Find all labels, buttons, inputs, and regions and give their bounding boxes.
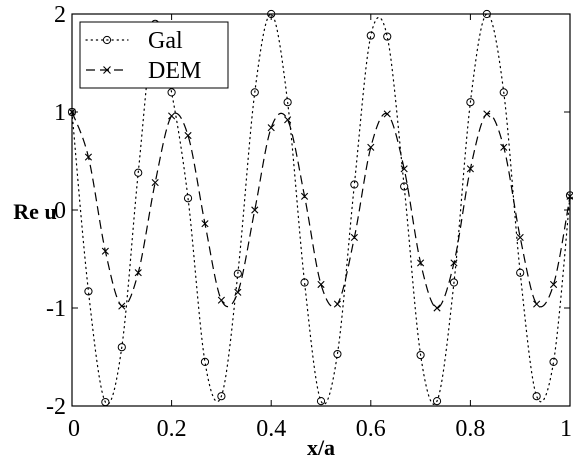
dem-point [433, 304, 441, 312]
gal-point [300, 278, 309, 287]
dem-point [134, 269, 142, 277]
gal-point [516, 268, 525, 277]
y-tick-label: 1 [54, 100, 66, 126]
dem-point [168, 112, 176, 120]
legend-gal-marker [102, 35, 112, 45]
gal-point [400, 182, 409, 191]
x-tick-label: 0.8 [455, 416, 485, 442]
x-tick-label: 1 [560, 416, 572, 442]
legend: Gal DEM [79, 21, 229, 89]
gal-point [134, 168, 143, 177]
gal-point [200, 357, 210, 366]
legend-dem-label: DEM [148, 58, 201, 84]
gal-point [532, 392, 541, 401]
dem-point [466, 165, 474, 173]
gal-point [183, 194, 193, 203]
dem-point [516, 233, 524, 242]
gal-point [84, 287, 93, 296]
dem-point [267, 124, 275, 132]
y-tick-label: -1 [46, 296, 66, 322]
x-tick-label: 0 [68, 416, 80, 442]
dem-point [417, 259, 425, 267]
y-tick-label: 0 [54, 198, 66, 224]
dem-point [367, 143, 375, 151]
gal-point [283, 98, 292, 107]
dem-point [483, 110, 491, 118]
y-axis-title: Re u [13, 199, 56, 224]
x-tick-label: 0.2 [157, 416, 187, 442]
gal-point [466, 98, 475, 107]
dem-point [151, 178, 159, 187]
gal-point [233, 269, 242, 278]
gal-point [416, 350, 425, 360]
dem-point [217, 296, 225, 304]
dem-point [500, 143, 508, 151]
gal-point [449, 278, 459, 287]
gal-point [383, 32, 392, 41]
dem-point [201, 220, 209, 228]
y-tick-label: -2 [46, 394, 66, 420]
dem-point [101, 247, 109, 255]
gal-point [250, 88, 259, 97]
dem-point [234, 288, 242, 296]
series-gal [67, 9, 573, 407]
dem-point [533, 300, 541, 308]
gal-point [499, 88, 508, 97]
dem-point [300, 192, 309, 200]
series-layer [67, 9, 573, 407]
dem-point [450, 259, 458, 267]
dem-point [383, 110, 391, 118]
dem-point [333, 300, 342, 308]
x-tick-label: 0.4 [256, 416, 286, 442]
dem-point [549, 280, 558, 289]
dem-point [350, 233, 358, 242]
dem-point [251, 206, 259, 214]
dem-point [118, 302, 126, 310]
legend-dem-marker [103, 66, 111, 74]
gal-point [350, 180, 359, 189]
ticks-layer [71, 13, 571, 407]
gal-point [333, 349, 342, 359]
dem-point [184, 131, 192, 140]
dem-point [84, 153, 93, 161]
gal-point [366, 31, 375, 40]
gal-point [117, 343, 126, 352]
x-tick-label: 0.6 [356, 416, 386, 442]
dem-point [400, 165, 408, 173]
gal-point [549, 357, 558, 366]
gal-point [432, 397, 442, 406]
gal-point [167, 88, 176, 97]
gal-point [217, 392, 226, 401]
x-axis-title: x/a [307, 435, 335, 460]
dem-point [317, 280, 325, 289]
gal-point [316, 397, 326, 406]
legend-gal-label: Gal [148, 28, 183, 54]
y-tick-label: 2 [54, 2, 66, 28]
tick-labels: 0 0.2 0.4 0.6 0.8 1 -2 -1 0 1 2 [46, 2, 572, 442]
dem-point [284, 116, 292, 124]
legend-box [79, 21, 229, 89]
